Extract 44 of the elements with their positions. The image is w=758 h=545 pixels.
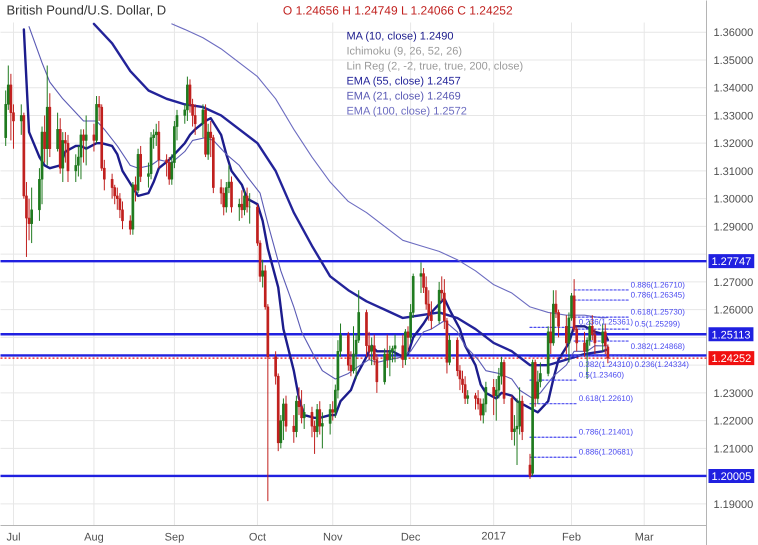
text: MA (10, close) 1.2490 bbox=[346, 30, 454, 42]
x-tick-label: Nov bbox=[322, 532, 344, 544]
series-label: 0.382(1.24868) bbox=[630, 342, 686, 352]
chart-subtitle: O 1.24656 H 1.24749 L 1.24066 C 1.24252 bbox=[282, 4, 513, 18]
y-tick-label: 1.26000 bbox=[714, 304, 754, 317]
y-tick-label: 1.27000 bbox=[714, 276, 754, 289]
x-tick-label: Dec bbox=[400, 532, 421, 544]
series-label: 0.236(1.24334) bbox=[634, 360, 690, 369]
y-tick-label: 1.35000 bbox=[714, 54, 754, 67]
ref-line-label: 1.27747 bbox=[712, 256, 752, 268]
y-tick-label: 1.33000 bbox=[714, 110, 754, 122]
ref-line-label: 1.24252 bbox=[712, 353, 752, 366]
x-tick-label: Aug bbox=[84, 532, 104, 544]
y-tick-label: 1.31000 bbox=[714, 166, 754, 178]
series-label: 0.786(1.21401) bbox=[578, 428, 634, 437]
x-tick-label: Feb bbox=[562, 532, 582, 544]
x-tick-label: Sep bbox=[164, 532, 184, 544]
y-tick-label: 1.22000 bbox=[714, 416, 754, 428]
x-tick-label: Jul bbox=[6, 532, 21, 544]
series-label: 0.618(1.25730) bbox=[630, 308, 686, 316]
series-label: 0.886(1.26710) bbox=[630, 280, 686, 290]
y-tick-label: 1.30000 bbox=[714, 194, 754, 206]
series-label: 0.786(1.26345) bbox=[630, 290, 686, 300]
series-label: 0.618(1.22610) bbox=[578, 394, 634, 404]
text: EMA (21, close) 1.2469 bbox=[346, 90, 461, 102]
text: EMA (55, close) 1.2457 bbox=[346, 76, 461, 88]
series-label: 0.886(1.20681) bbox=[578, 448, 634, 457]
ref-line-label: 1.20005 bbox=[712, 470, 752, 483]
y-tick-label: 1.29000 bbox=[714, 221, 754, 234]
annotation: Ichimoku (9, 26, 52, 26) bbox=[346, 46, 462, 58]
x-tick-label: Mar bbox=[634, 532, 654, 544]
y-tick-label: 1.34000 bbox=[714, 82, 754, 95]
y-tick-label: 1.23000 bbox=[714, 388, 754, 400]
y-tick-label: 1.36000 bbox=[714, 27, 754, 40]
y-tick-label: 1.19000 bbox=[714, 498, 754, 511]
ref-line-label: 1.25113 bbox=[712, 329, 750, 342]
annotation: Lin Reg (2, -2, true, true, 200, close) bbox=[346, 60, 524, 72]
x-tick-label: Oct bbox=[248, 532, 266, 544]
x-tick-label: 2017 bbox=[481, 530, 506, 542]
series-label: 0.5(1.25299) bbox=[634, 319, 680, 328]
y-tick-label: 1.21000 bbox=[714, 443, 754, 456]
text: EMA (100, close) 1.2572 bbox=[346, 106, 467, 118]
chart-title: British Pound/U.S. Dollar, D bbox=[6, 2, 166, 18]
y-tick-label: 1.32000 bbox=[714, 138, 754, 150]
